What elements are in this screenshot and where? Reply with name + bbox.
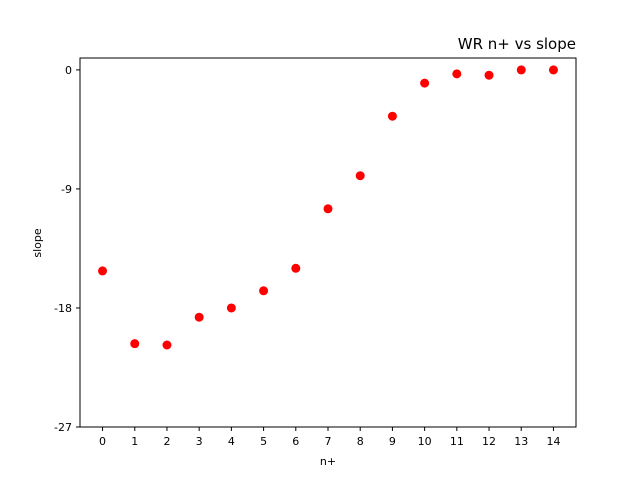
data-point (130, 339, 140, 349)
data-point (387, 111, 397, 121)
data-point (291, 263, 301, 273)
data-point (548, 65, 558, 75)
y-tick-label: -27 (54, 421, 72, 434)
x-tick-label: 0 (99, 435, 106, 448)
x-axis-ticks: 0 1 2 3 4 5 6 7 8 9 10 11 12 13 14 (99, 427, 560, 448)
x-tick-label: 1 (131, 435, 138, 448)
data-point (259, 286, 269, 296)
data-point (162, 340, 172, 350)
y-axis-label: slope (31, 228, 44, 257)
data-point (420, 78, 430, 88)
y-tick-label: 0 (65, 64, 72, 77)
chart-title: WR n+ vs slope (458, 35, 576, 53)
data-point (226, 303, 236, 313)
x-tick-label: 7 (325, 435, 332, 448)
x-tick-label: 9 (389, 435, 396, 448)
data-point (98, 266, 108, 276)
x-axis-label: n+ (320, 455, 336, 468)
x-tick-label: 10 (418, 435, 432, 448)
data-points (98, 65, 558, 350)
data-point (484, 70, 494, 80)
x-tick-label: 12 (482, 435, 496, 448)
data-point (355, 171, 365, 181)
x-tick-label: 6 (292, 435, 299, 448)
data-point (516, 65, 526, 75)
data-point (452, 69, 462, 79)
x-tick-label: 13 (514, 435, 528, 448)
x-tick-label: 11 (450, 435, 464, 448)
x-tick-label: 5 (260, 435, 267, 448)
data-point (323, 204, 333, 214)
x-tick-label: 4 (228, 435, 235, 448)
y-axis-ticks: 0 -9 -18 -27 (54, 64, 80, 434)
data-point (194, 312, 204, 322)
x-tick-label: 3 (196, 435, 203, 448)
y-tick-label: -9 (61, 183, 72, 196)
x-tick-label: 14 (546, 435, 560, 448)
x-tick-label: 2 (163, 435, 170, 448)
y-tick-label: -18 (54, 302, 72, 315)
x-tick-label: 8 (357, 435, 364, 448)
